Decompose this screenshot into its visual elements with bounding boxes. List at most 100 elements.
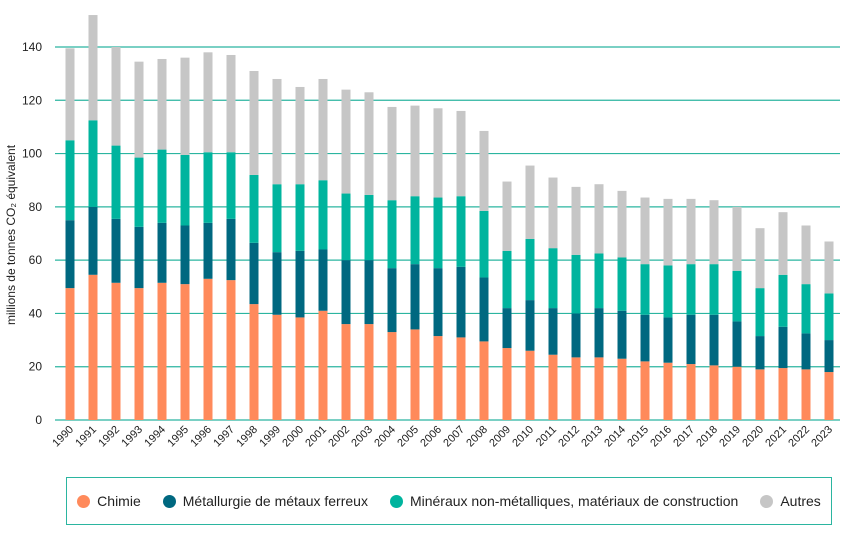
bar-segment	[249, 70, 259, 175]
x-tick-label: 1992	[96, 424, 122, 450]
x-tick-label: 1990	[50, 424, 76, 450]
x-tick-label: 1997	[211, 424, 237, 450]
bar-segment	[548, 308, 558, 355]
bar-segment	[433, 336, 443, 420]
bar-segment	[65, 48, 75, 141]
x-tick-label: 2017	[671, 424, 697, 450]
bar-segment	[594, 357, 604, 420]
bar-segment	[548, 354, 558, 420]
legend-swatch	[760, 494, 774, 508]
bar-segment	[364, 324, 374, 420]
x-tick-label: 2012	[556, 424, 582, 450]
bar-segment	[157, 149, 167, 223]
bar-segment	[272, 314, 282, 420]
bar-segment	[410, 329, 420, 420]
bar-segment	[134, 157, 144, 227]
bar-segment	[157, 58, 167, 150]
x-tick-label: 2018	[694, 424, 720, 450]
bar-segment	[801, 369, 811, 420]
bar-segment	[134, 288, 144, 420]
bar-segment	[663, 317, 673, 363]
bar-segment	[364, 194, 374, 261]
bar-segment	[88, 120, 98, 207]
bar-segment	[824, 293, 834, 341]
x-tick-label: 1996	[188, 424, 214, 450]
x-tick-label: 2009	[487, 424, 513, 450]
x-tick-label: 1991	[73, 424, 99, 450]
legend-item-chimie: Chimie	[77, 493, 141, 509]
bar-segment	[295, 250, 305, 318]
bar-segment	[778, 326, 788, 369]
bar-segment	[433, 108, 443, 198]
bar-segment	[180, 57, 190, 155]
bar-segment	[640, 314, 650, 362]
bar-segment	[295, 86, 305, 185]
bar-segment	[203, 278, 213, 420]
bar-segment	[640, 197, 650, 265]
bar-segment	[387, 332, 397, 420]
bar-segment	[732, 206, 742, 271]
bar-segment	[479, 277, 489, 342]
bar-segment	[594, 308, 604, 358]
x-tick-label: 2020	[740, 424, 766, 450]
bar-segment	[226, 280, 236, 420]
bar-segment	[663, 265, 673, 318]
y-axis-ticks: 0 20 40 60 80 100 120 140	[22, 40, 42, 427]
bar-segment	[778, 368, 788, 420]
bar-segment	[456, 337, 466, 420]
bar-segment	[778, 274, 788, 327]
bar-segment	[111, 47, 121, 146]
bar-segment	[617, 310, 627, 359]
bar-segment	[456, 266, 466, 338]
bar-segment	[778, 212, 788, 275]
bar-segment	[65, 220, 75, 289]
bar-segment	[525, 165, 535, 239]
bar-segment	[755, 369, 765, 420]
y-tick-label: 40	[29, 306, 43, 320]
bar-segment	[410, 105, 420, 197]
x-tick-label: 2011	[534, 424, 559, 449]
bar-segment	[502, 308, 512, 349]
x-tick-label: 2003	[349, 424, 375, 450]
legend-swatch	[77, 494, 91, 508]
x-tick-label: 2005	[395, 424, 421, 450]
bar-segment	[502, 181, 512, 251]
bar-segment	[686, 314, 696, 365]
bar-segment	[732, 366, 742, 420]
bar-segment	[479, 130, 489, 211]
bar-segment	[824, 241, 834, 294]
bar-segment	[111, 145, 121, 219]
y-tick-label: 60	[29, 253, 43, 267]
bar-segment	[134, 61, 144, 158]
x-tick-label: 2000	[280, 424, 306, 450]
bar-segment	[732, 321, 742, 367]
bar-segment	[88, 274, 98, 420]
legend-item-autres: Autres	[760, 493, 821, 509]
y-tick-label: 140	[22, 40, 42, 54]
legend-label: Chimie	[97, 493, 141, 509]
bar-segment	[433, 197, 443, 269]
bar-segment	[111, 218, 121, 283]
x-tick-label: 2023	[809, 424, 835, 450]
x-tick-label: 2016	[648, 424, 674, 450]
bar-segment	[479, 341, 489, 420]
bar-segment	[203, 152, 213, 223]
bar-segment	[295, 317, 305, 420]
legend-swatch	[389, 494, 403, 508]
bar-segment	[295, 184, 305, 251]
bar-segment	[272, 252, 282, 315]
legend-label: Autres	[780, 493, 821, 509]
bar-segment	[203, 52, 213, 153]
y-tick-label: 20	[29, 360, 43, 374]
x-tick-label: 1998	[234, 424, 260, 450]
bar-segment	[249, 304, 259, 420]
bar-segment	[801, 225, 811, 285]
bar-segment	[318, 310, 328, 420]
bar-segment	[709, 314, 719, 366]
bar-segment	[180, 284, 190, 420]
bar-segment	[410, 196, 420, 265]
bar-segment	[341, 324, 351, 420]
x-tick-label: 2010	[510, 424, 536, 450]
